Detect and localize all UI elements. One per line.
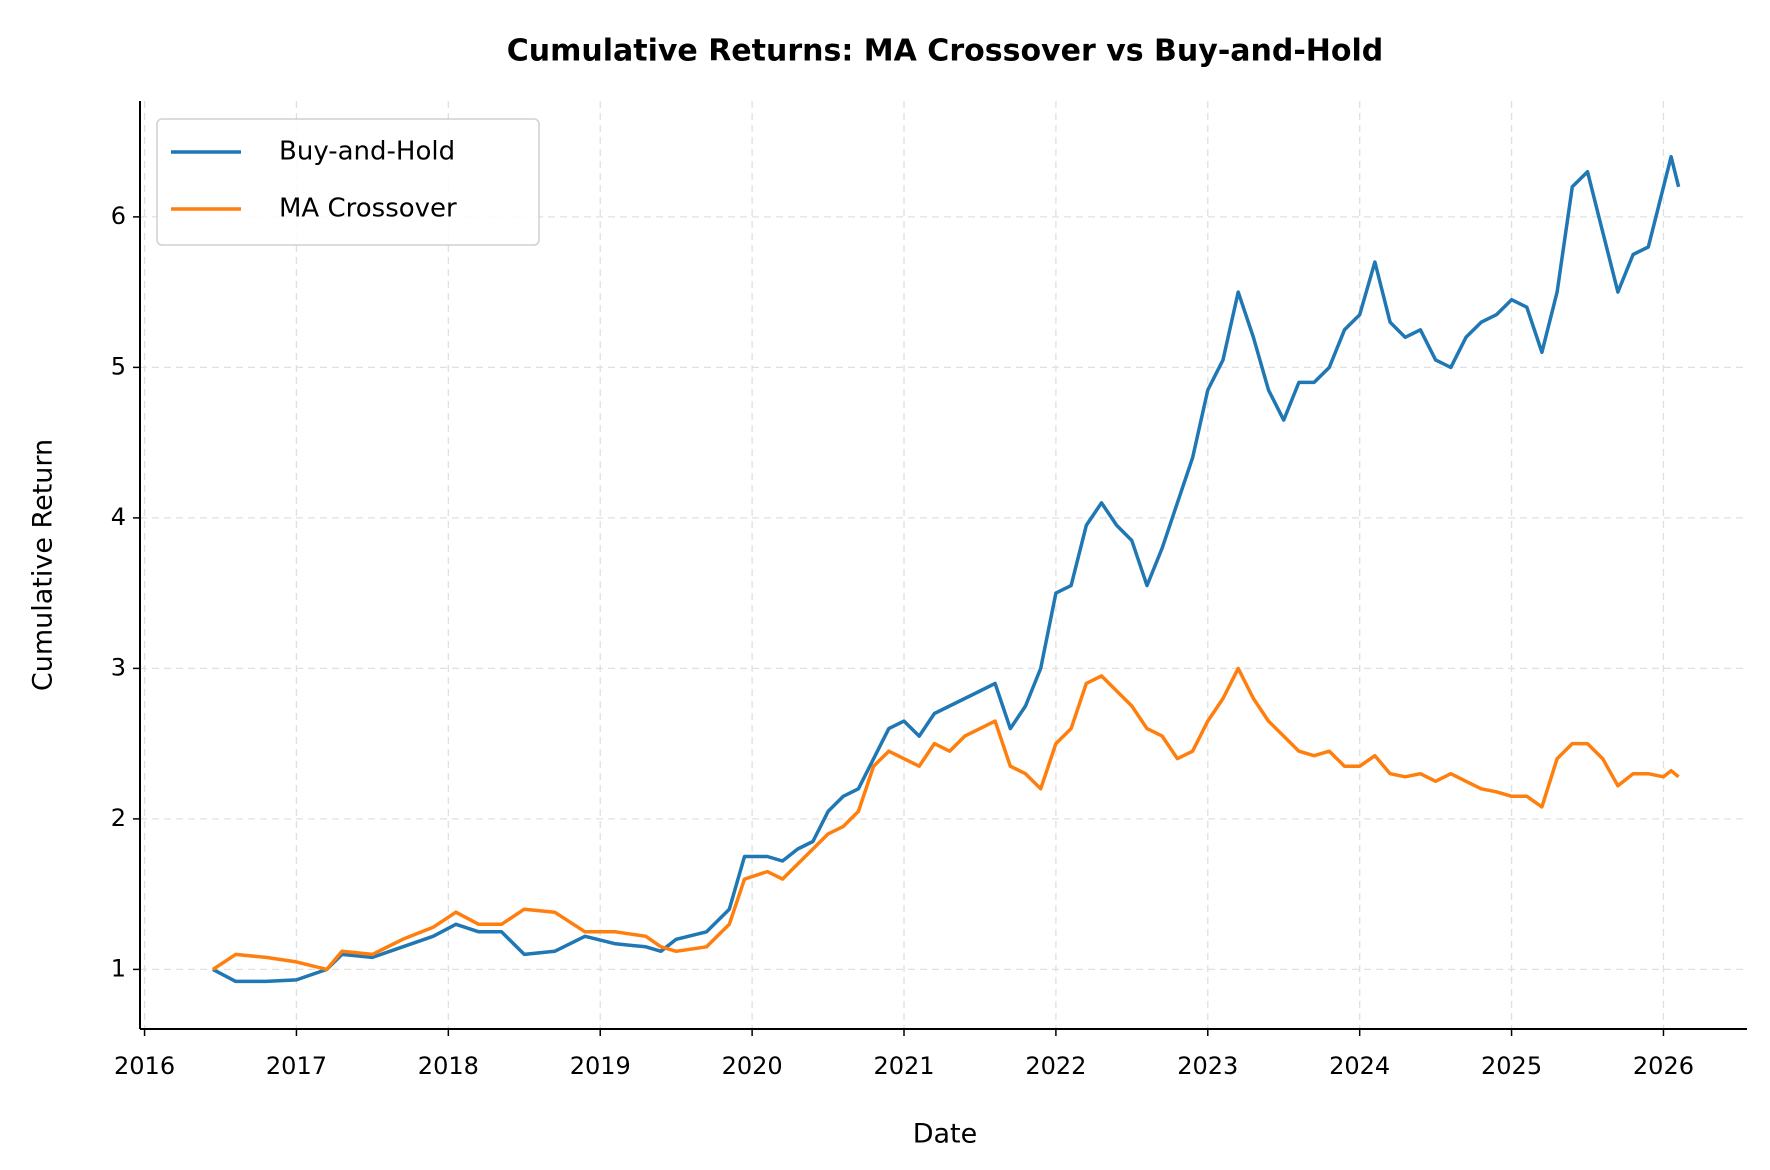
series-line: [212, 154, 1681, 984]
y-tick-label: 2: [111, 804, 126, 832]
y-tick-label: 4: [111, 503, 126, 531]
y-tick-label: 5: [111, 352, 126, 380]
x-tick-label: 2017: [266, 1052, 327, 1080]
x-tick-label: 2023: [1177, 1052, 1238, 1080]
x-tick-label: 2018: [418, 1052, 479, 1080]
legend-label: Buy-and-Hold: [279, 137, 455, 167]
y-tick-label: 6: [111, 202, 126, 230]
legend-box: [156, 118, 540, 246]
x-axis-label: Date: [913, 1119, 978, 1150]
x-tick-label: 2020: [722, 1052, 783, 1080]
y-tick-label: 1: [111, 954, 126, 982]
legend-label: MA Crossover: [279, 194, 457, 224]
x-tick-label: 2022: [1025, 1052, 1086, 1080]
x-tick-label: 2024: [1329, 1052, 1390, 1080]
y-axis-label: Cumulative Return: [28, 439, 59, 691]
series-line: [211, 666, 1680, 972]
x-tick-label: 2026: [1633, 1052, 1694, 1080]
x-tick-label: 2021: [873, 1052, 934, 1080]
x-tick-label: 2025: [1481, 1052, 1542, 1080]
y-tick-label: 3: [111, 653, 126, 681]
x-tick-label: 2016: [114, 1052, 175, 1080]
x-tick-label: 2019: [570, 1052, 631, 1080]
chart-title: Cumulative Returns: MA Crossover vs Buy-…: [507, 34, 1384, 69]
